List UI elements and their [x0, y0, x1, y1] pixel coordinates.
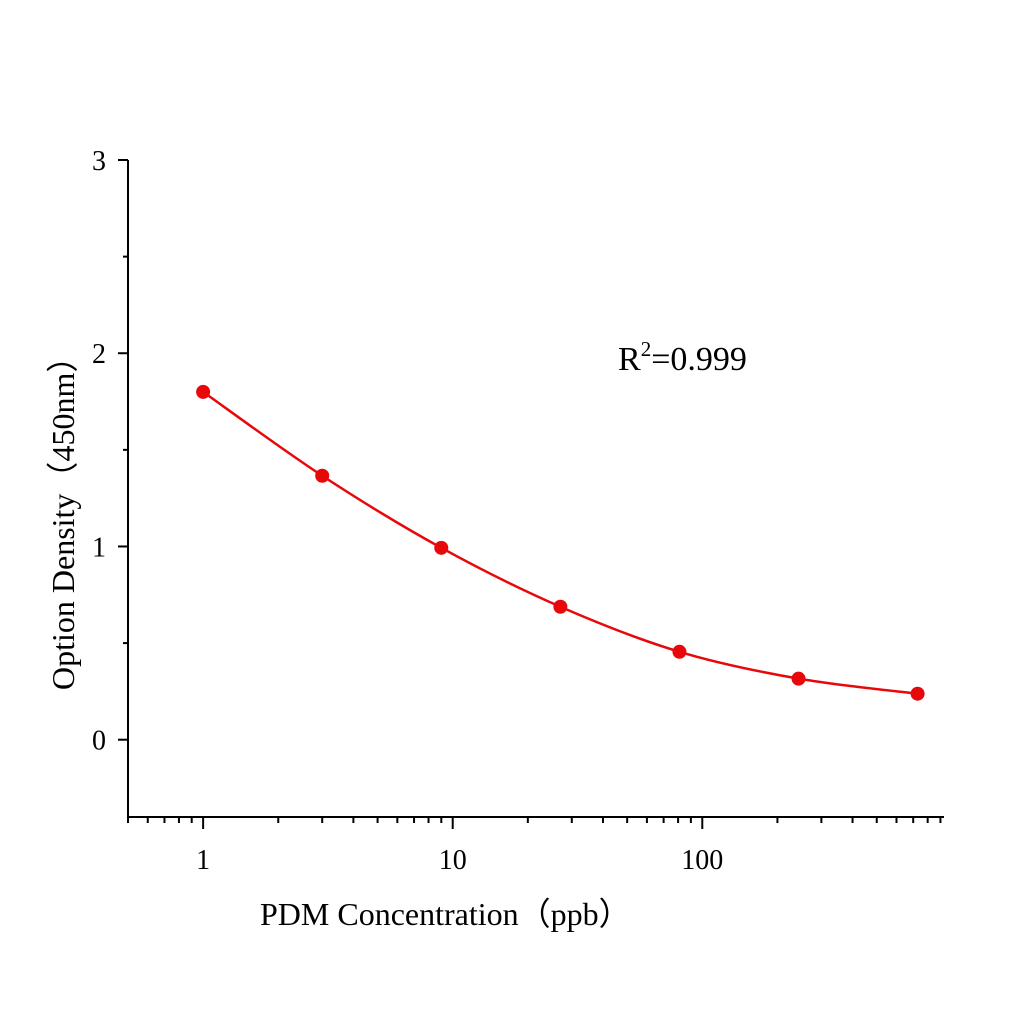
data-point: [315, 468, 330, 483]
y-tick-label: 0: [92, 726, 106, 757]
data-point: [196, 384, 211, 399]
data-point: [910, 686, 925, 701]
axes: 0 1 2 3 1 10 100: [92, 146, 944, 876]
data-point: [434, 540, 449, 555]
y-axis-label: Option Density（450nm）: [45, 341, 81, 690]
y-tick-label: 1: [92, 532, 106, 563]
y-tick-label: 2: [92, 339, 106, 370]
x-tick-label: 100: [681, 845, 723, 876]
data-point: [791, 671, 806, 686]
x-tick-label: 10: [439, 845, 467, 876]
x-axis-label: PDM Concentration（ppb）: [260, 896, 631, 932]
x-tick-label: 1: [196, 845, 210, 876]
data-marks: [196, 384, 925, 701]
data-point: [672, 644, 687, 659]
annotation-r-squared: R2=0.999: [618, 337, 747, 378]
data-point: [553, 599, 568, 614]
y-tick-label: 3: [92, 146, 106, 177]
fit-curve: [202, 390, 918, 695]
